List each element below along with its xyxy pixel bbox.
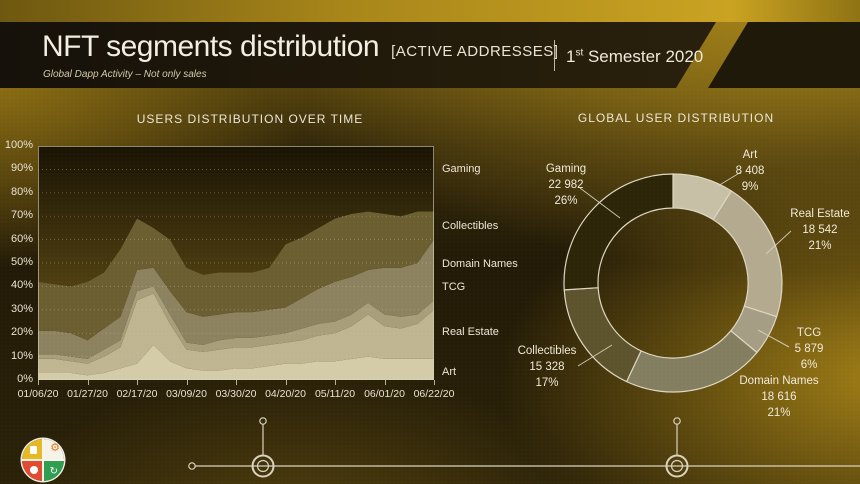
donut-label-line: 9% [741, 181, 759, 194]
x-axis-tick [137, 380, 138, 385]
x-axis-label: 03/30/20 [215, 388, 257, 400]
donut-label-line: TCG [796, 327, 822, 339]
area-band-domain-names [38, 239, 434, 359]
donut-label-line: 8 408 [735, 165, 765, 178]
header-band [0, 22, 716, 88]
donut-label-line: 5 879 [794, 343, 824, 356]
y-axis-label: 80% [10, 185, 33, 198]
page-title-text: NFT segments distribution [42, 30, 380, 63]
header-divider [554, 40, 555, 71]
y-axis-label: 50% [10, 256, 33, 268]
donut-label-line: 22 982 [548, 179, 584, 192]
x-axis-label: 05/11/20 [314, 388, 356, 400]
donut-label-line: 6% [800, 359, 818, 372]
page-icon [30, 446, 37, 454]
x-axis-label: 04/20/20 [265, 388, 306, 400]
leader-art [717, 171, 742, 187]
leader-collectibles [577, 344, 613, 367]
brand-logo: ⚙ ↻ [22, 439, 64, 481]
y-axis-label: 40% [10, 279, 33, 292]
leader-tcg [757, 329, 790, 348]
y-axis-label: 60% [10, 232, 33, 245]
recycle-arrows-icon: ↻ [49, 466, 58, 477]
y-axis-label: 90% [10, 162, 33, 175]
dot-icon [30, 466, 38, 474]
page-subtitle: Global Dapp Activity – Not only sales [43, 69, 207, 80]
area-chart-title: USERS DISTRIBUTION OVER TIME [136, 112, 364, 126]
donut-label-line: Gaming [545, 163, 587, 175]
donut-label-art: Art 8 408 9% [695, 147, 805, 195]
donut-label-line: 21% [808, 240, 832, 253]
area-band-art [38, 344, 434, 380]
x-axis-label: 06/22/20 [413, 388, 455, 400]
y-axis-label: 30% [10, 302, 33, 315]
donut-label-line: Domain Names [739, 375, 819, 387]
logo-divider [22, 459, 64, 461]
timeline-decoration [188, 417, 860, 478]
donut-label-line: 15 328 [529, 361, 565, 374]
stacked-area-chart [38, 146, 434, 380]
x-axis-label: 02/17/20 [116, 388, 158, 400]
page-title: NFT segments distribution [ACTIVE ADDRESS… [42, 30, 558, 64]
top-gold-strip [0, 0, 860, 22]
series-label-real-estate: Real Estate [442, 326, 499, 338]
donut-label-line: 17% [535, 377, 559, 390]
x-axis-tick [335, 380, 336, 385]
donut-label-line: Collectibles [517, 345, 577, 357]
donut-label-collectibles: Collectibles 15 328 17% [492, 343, 602, 391]
series-label-collectibles: Collectibles [442, 220, 499, 232]
area-band-gaming [38, 146, 434, 287]
donut-leader-lines [577, 171, 792, 367]
area-band-collectibles [38, 211, 434, 341]
x-axis-label: 06/01/20 [364, 388, 405, 400]
donut-label-line: Art [742, 149, 758, 161]
period-label: 1st Semester 2020 [566, 47, 704, 66]
x-axis-tick [285, 380, 287, 385]
x-axis-tick [186, 380, 188, 385]
x-axis-tick [434, 380, 435, 385]
y-axis-label: 0% [17, 373, 33, 385]
y-axis-label: 70% [10, 209, 33, 222]
series-label-gaming: Gaming [442, 163, 481, 175]
donut-segment-gaming [563, 173, 674, 291]
donut-label-line: 26% [554, 195, 578, 208]
y-axis-label: 10% [10, 349, 33, 362]
donut-label-gaming: Gaming 22 982 26% [511, 161, 621, 209]
leader-real-estate [765, 230, 792, 255]
donut-chart [563, 173, 783, 393]
x-axis-label: 03/09/20 [166, 388, 207, 400]
x-axis-label: 01/27/20 [67, 388, 108, 400]
donut-label-line: 18 616 [761, 391, 797, 404]
x-axis-tick [87, 380, 89, 385]
page-title-suffix: [ACTIVE ADDRESSES] [391, 43, 559, 60]
series-label-art: Art [442, 366, 457, 378]
donut-label-real-estate: Real Estate 18 542 21% [765, 206, 860, 254]
donut-label-line: Real Estate [790, 208, 850, 220]
donut-label-line: 18 542 [802, 224, 838, 237]
donut-chart-title: GLOBAL USER DISTRIBUTION [577, 111, 775, 125]
x-axis-tick [236, 380, 237, 385]
gear-icon: ⚙ [50, 442, 60, 454]
x-axis-tick [384, 380, 386, 385]
x-axis-label: 01/06/20 [17, 388, 59, 400]
x-axis-tick [38, 380, 39, 385]
donut-label-line: 21% [767, 407, 791, 420]
leader-gaming [579, 187, 621, 219]
y-axis-label: 100% [4, 139, 33, 151]
series-label-domain-names: Domain Names [442, 258, 518, 270]
y-axis-label: 20% [10, 326, 33, 339]
series-label-tcg: TCG [442, 281, 466, 293]
area-band-real-estate [38, 293, 434, 376]
donut-label-domain-names: Domain Names 18 616 21% [724, 373, 834, 421]
donut-label-tcg: TCG 5 879 6% [754, 325, 860, 373]
